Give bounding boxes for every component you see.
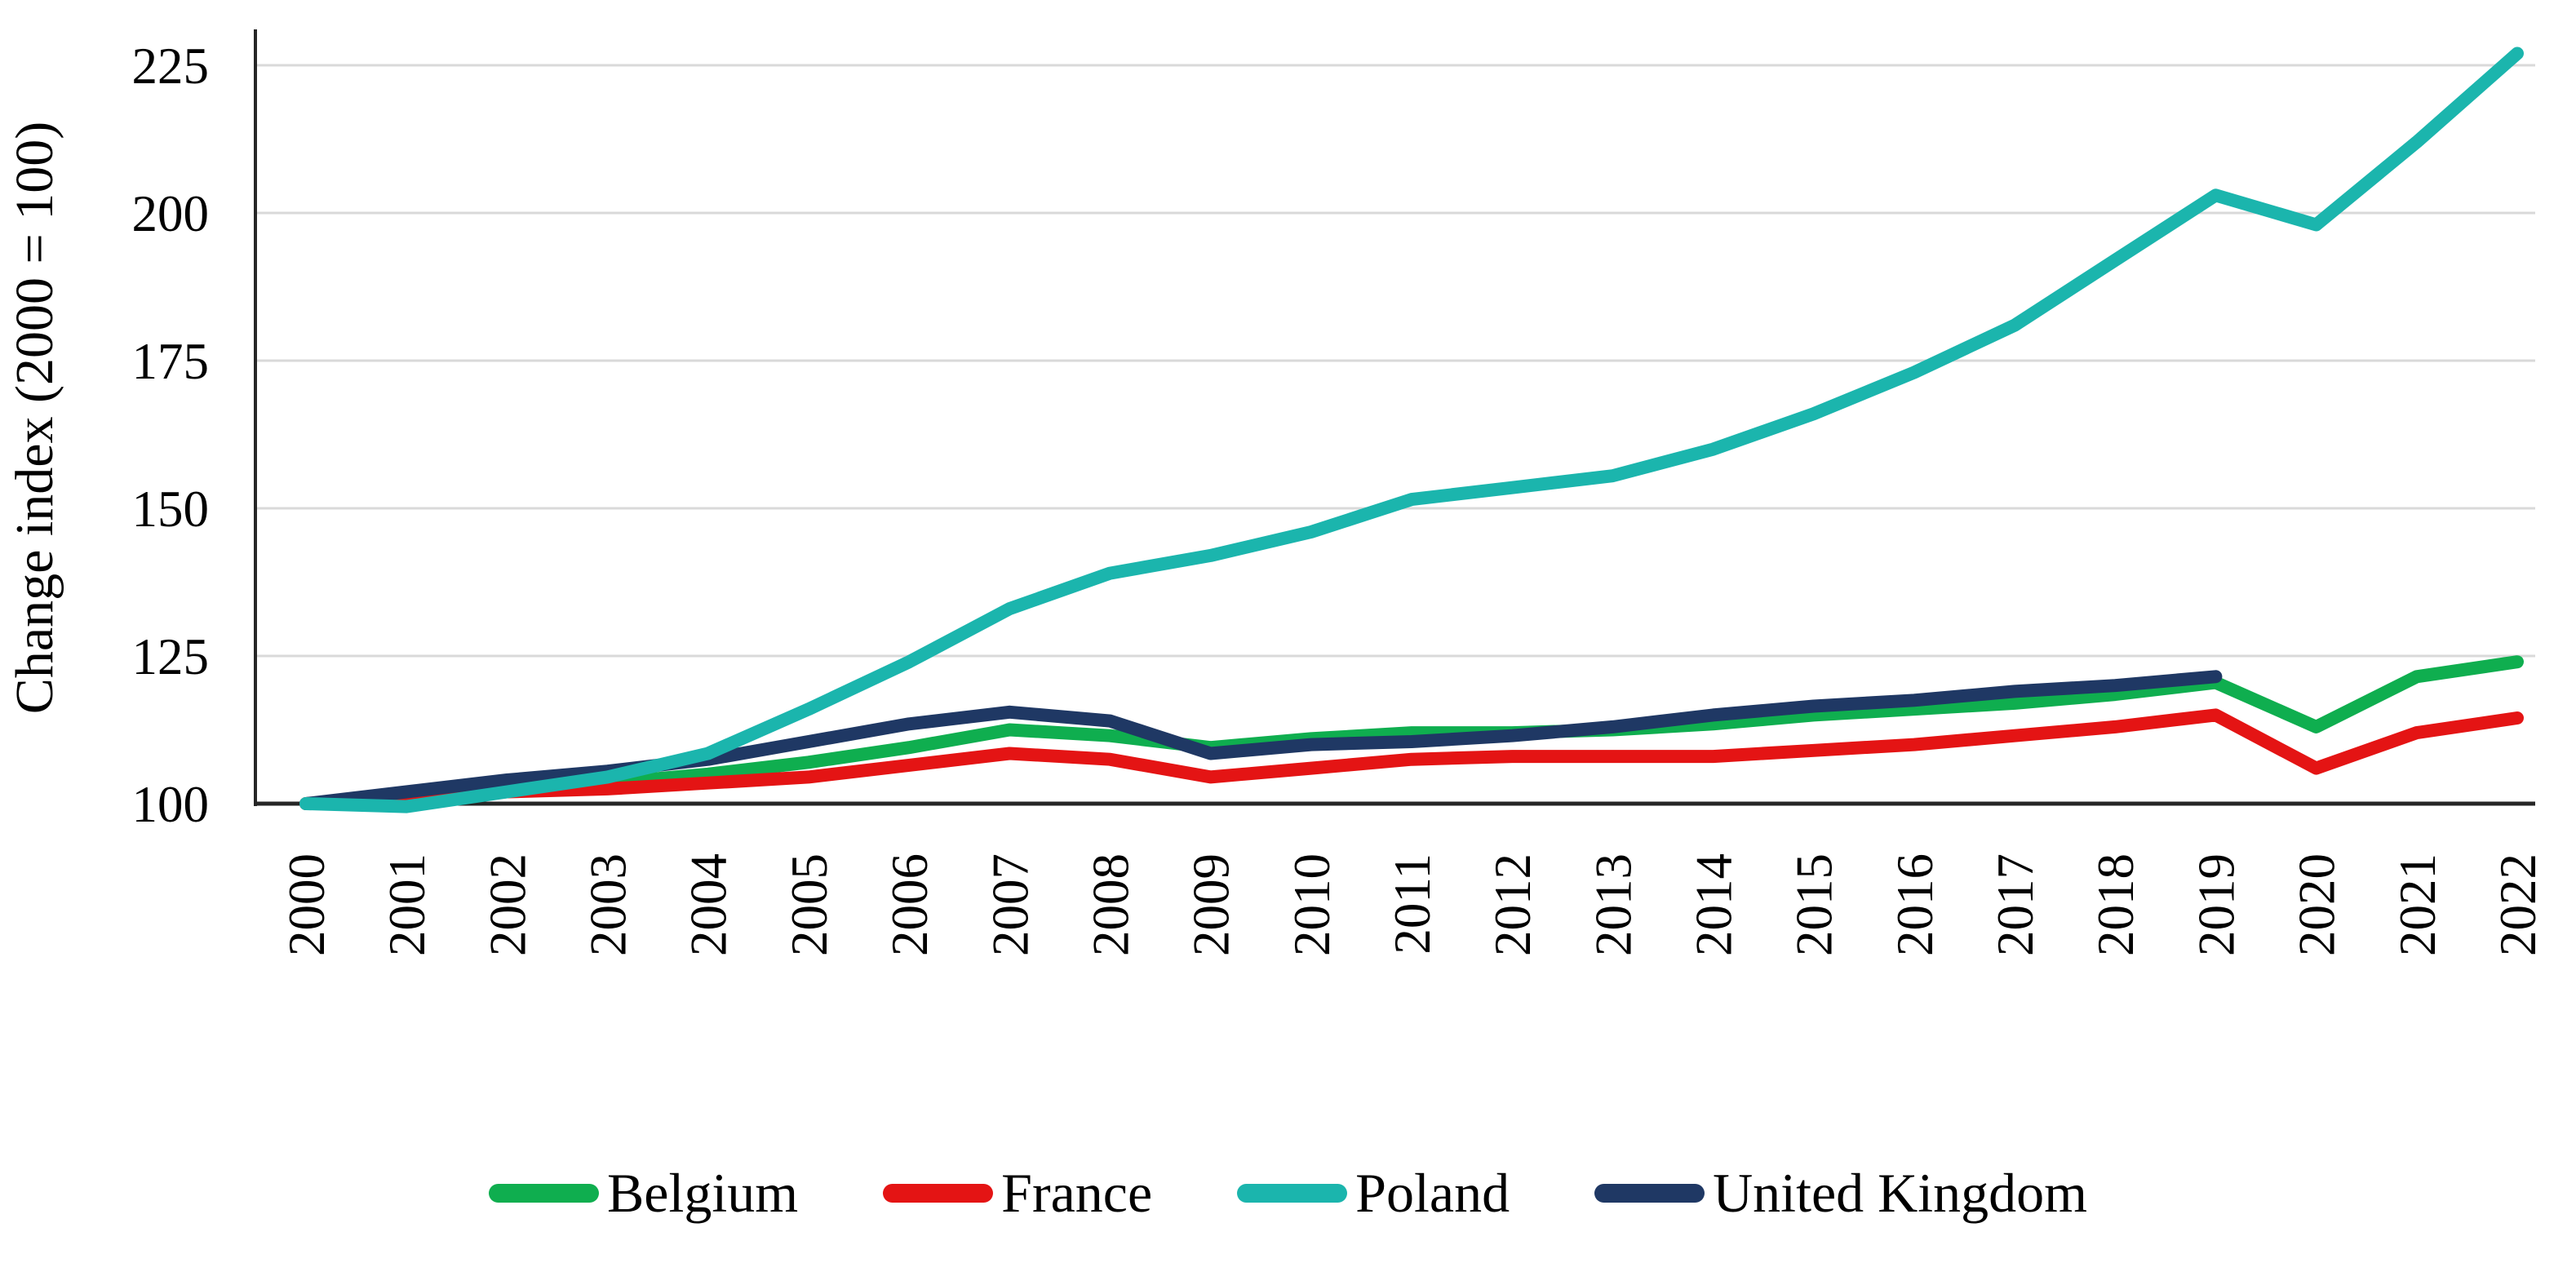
legend-marker-poland (1237, 1183, 1348, 1203)
y-axis-tick-labels: 100 125 150 175 200 225 (132, 38, 210, 833)
chart-legend: Belgium France Poland United Kingdom (0, 1141, 2576, 1245)
y-tick-label-125: 125 (132, 628, 210, 685)
gridlines (255, 64, 2535, 658)
x-tick-label-2021: 2021 (2389, 853, 2446, 956)
x-tick-label-2005: 2005 (781, 853, 838, 956)
legend-item-united-kingdom: United Kingdom (1594, 1165, 2087, 1221)
x-tick-label-2018: 2018 (2087, 853, 2144, 956)
series-line-belgium (299, 655, 2524, 810)
x-tick-label-2007: 2007 (982, 853, 1039, 956)
x-tick-label-2015: 2015 (1786, 853, 1843, 956)
x-tick-label-2004: 2004 (681, 853, 738, 956)
x-tick-label-2017: 2017 (1987, 853, 2044, 956)
legend-item-belgium: Belgium (488, 1162, 799, 1224)
x-tick-label-2019: 2019 (2188, 853, 2245, 956)
x-tick-label-2009: 2009 (1183, 853, 1240, 956)
legend-marker-belgium (488, 1183, 599, 1203)
y-tick-label-150: 150 (132, 481, 210, 538)
x-tick-label-2016: 2016 (1887, 853, 1944, 956)
legend-marker-france (883, 1183, 994, 1203)
x-tick-label-2006: 2006 (881, 853, 938, 956)
x-tick-label-2022: 2022 (2490, 853, 2547, 956)
legend-item-france: France (883, 1165, 1152, 1221)
series-lines (299, 47, 2524, 813)
legend-item-poland: Poland (1237, 1165, 1510, 1221)
x-tick-label-2002: 2002 (479, 853, 536, 956)
legend-marker-united-kingdom (1594, 1183, 1705, 1203)
y-tick-label-100: 100 (132, 776, 210, 833)
y-tick-label-175: 175 (132, 333, 210, 390)
x-tick-label-2011: 2011 (1384, 853, 1441, 955)
y-tick-label-225: 225 (132, 38, 210, 95)
x-tick-label-2003: 2003 (580, 853, 637, 956)
x-tick-label-2020: 2020 (2289, 853, 2346, 956)
x-tick-label-2014: 2014 (1686, 853, 1743, 956)
legend-label-belgium: Belgium (606, 1162, 799, 1224)
series-line-france (299, 708, 2524, 810)
axes (254, 29, 2535, 806)
x-tick-label-2010: 2010 (1284, 853, 1341, 956)
series-line-poland (299, 47, 2524, 813)
x-tick-label-2001: 2001 (379, 853, 436, 956)
x-tick-label-2000: 2000 (278, 853, 335, 956)
legend-label-france: France (1001, 1162, 1153, 1224)
x-tick-label-2008: 2008 (1082, 853, 1139, 956)
y-axis-title: Change index (2000 = 100) (5, 122, 64, 714)
legend-label-poland: Poland (1355, 1162, 1510, 1224)
x-tick-label-2012: 2012 (1484, 853, 1541, 956)
y-tick-label-200: 200 (132, 185, 210, 242)
x-tick-label-2013: 2013 (1585, 853, 1642, 956)
x-axis-tick-labels: 2000 2001 2002 2003 2004 2005 2006 2007 2008 2009… (278, 853, 2547, 956)
legend-label-united-kingdom: United Kingdom (1713, 1162, 2088, 1224)
